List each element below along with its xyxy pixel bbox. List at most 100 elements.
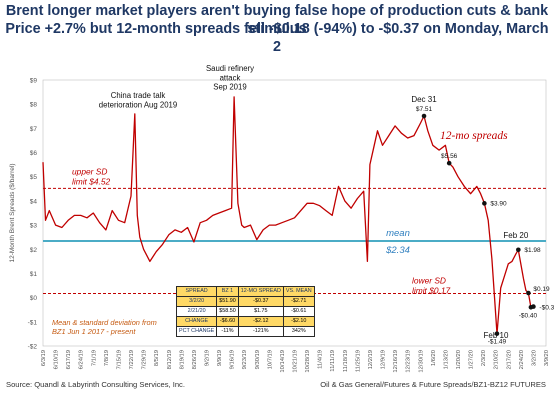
annotation-china-trade: China trade talk deterioration Aug 2019 <box>99 91 177 109</box>
y-tick-label: $5 <box>30 174 38 181</box>
x-tick-label: 9/23/19 <box>242 350 248 369</box>
table-cell: $1.75 <box>237 306 284 317</box>
x-tick-label: 8/26/19 <box>192 350 198 369</box>
y-tick-label: $4 <box>30 198 38 205</box>
table-cell: 2/21/20 <box>175 306 218 317</box>
x-tick-label: 2/17/20 <box>506 350 512 369</box>
y-tick-label: $3 <box>30 223 38 230</box>
series-name-label: 12-mo spreads <box>440 130 508 142</box>
table-cell: -$2.71 <box>282 296 315 307</box>
y-tick-label: $6 <box>30 150 38 157</box>
y-tick-label: $9 <box>30 78 38 85</box>
y-tick-label: $0 <box>30 295 38 302</box>
table-header-corner: SPREAD <box>175 286 218 297</box>
data-point-marker <box>421 113 427 119</box>
table-header-12mo: 12-MO SPREAD <box>237 286 284 297</box>
x-tick-label: 11/11/19 <box>330 350 336 372</box>
x-tick-label: 2/3/20 <box>481 350 487 366</box>
data-point-marker <box>482 201 487 206</box>
x-tick-label: 8/12/19 <box>167 350 173 369</box>
table-header-bz1: BZ 1 <box>216 286 239 297</box>
table-header-vs-mean: VS. MEAN <box>282 286 315 297</box>
data-point-marker <box>516 247 521 253</box>
x-tick-label: 2/10/20 <box>494 350 500 369</box>
table-cell: $58.50 <box>216 306 239 317</box>
y-tick-label: $1 <box>30 271 38 278</box>
x-tick-label: 9/16/19 <box>230 350 236 369</box>
x-tick-label: 6/17/19 <box>66 350 72 369</box>
x-tick-label: 7/29/19 <box>142 350 148 369</box>
mean-label: mean <box>386 228 410 239</box>
y-tick-label: -$2 <box>28 344 38 351</box>
x-tick-label: 11/4/19 <box>318 350 324 369</box>
y-tick-label: $7 <box>30 126 38 133</box>
table-cell: -$0.37 <box>237 296 284 307</box>
table-cell: -$0.61 <box>282 306 315 317</box>
y-axis-title: 12-Month Brent Spreads ($/barrel) <box>9 164 16 263</box>
data-label: -$1.49 <box>488 339 507 346</box>
x-tick-label: 1/6/20 <box>431 350 437 366</box>
data-label: -$0.37 <box>539 305 554 312</box>
x-tick-label: 11/25/19 <box>355 350 361 372</box>
x-tick-label: 9/30/19 <box>255 350 261 369</box>
table-row: PCT CHANGE -11% -121% 342% <box>175 326 315 337</box>
mean-sd-note: Mean & standard deviation from BZ1 Jun 1 … <box>52 318 157 336</box>
x-tick-label: 1/20/20 <box>456 350 462 369</box>
y-tick-label: $2 <box>30 247 38 254</box>
table-cell: -$6.60 <box>216 316 239 327</box>
data-point-marker <box>526 290 531 296</box>
lower-sd-label: lower SD limit $0.17 <box>412 276 451 296</box>
data-label: $1.98 <box>524 247 541 254</box>
data-label: $5.56 <box>441 153 458 160</box>
data-point-marker <box>446 160 452 166</box>
table-cell: $51.90 <box>216 296 239 307</box>
x-tick-label: 10/21/19 <box>293 350 299 373</box>
table-cell: -121% <box>237 326 284 337</box>
x-tick-label: 12/30/19 <box>418 350 424 373</box>
table-cell: -11% <box>216 326 239 337</box>
x-tick-label: 12/2/19 <box>368 350 374 369</box>
y-tick-label: $8 <box>30 102 38 109</box>
chart-title-line1: Brent longer market players aren't buyin… <box>5 3 549 37</box>
table-cell: 342% <box>282 326 315 337</box>
x-tick-label: 6/3/19 <box>41 350 47 366</box>
x-tick-label: 1/27/20 <box>469 350 475 369</box>
data-label: $0.19 <box>533 286 550 293</box>
x-tick-label: 7/22/19 <box>129 350 135 369</box>
table-cell: CHANGE <box>175 316 218 327</box>
y-tick-label: -$1 <box>28 319 38 326</box>
table-row: CHANGE -$6.60 -$2.12 -$2.10 <box>175 316 315 327</box>
mean-value-label: $2.34 <box>385 245 410 256</box>
x-tick-label: 2/24/20 <box>519 350 525 369</box>
annotation-feb10: Feb 10 <box>484 331 509 340</box>
annotation-feb20: Feb 20 <box>503 231 528 240</box>
file-path-footer: Oil & Gas General/Futures & Future Sprea… <box>320 380 546 389</box>
x-tick-label: 1/13/20 <box>443 350 449 369</box>
series-line-12mo-spreads <box>42 96 534 335</box>
plot-frame <box>42 79 547 347</box>
x-tick-label: 7/1/19 <box>91 350 97 366</box>
data-label: $3.90 <box>490 200 507 207</box>
table-cell: PCT CHANGE <box>175 326 218 337</box>
x-tick-label: 12/9/19 <box>381 350 387 369</box>
table-row: 2/21/20 $58.50 $1.75 -$0.61 <box>175 306 315 317</box>
x-tick-label: 10/7/19 <box>267 350 273 369</box>
table-cell: -$2.12 <box>237 316 284 327</box>
x-tick-label: 9/2/19 <box>204 350 210 366</box>
table-row: 3/2/20 $51.90 -$0.37 -$2.71 <box>175 296 315 307</box>
x-tick-label: 10/14/19 <box>280 350 286 373</box>
x-tick-label: 8/5/19 <box>154 350 160 366</box>
table-cell: -$2.10 <box>282 316 315 327</box>
x-tick-label: 7/15/19 <box>116 350 122 369</box>
annotation-saudi-attack: Saudi refinery attack Sep 2019 <box>206 64 254 92</box>
x-tick-label: 11/18/19 <box>343 350 349 372</box>
x-tick-label: 6/24/19 <box>79 350 85 369</box>
annotation-dec31: Dec 31 <box>411 95 437 104</box>
data-point-marker <box>528 305 534 310</box>
x-tick-label: 3/9/20 <box>544 350 550 366</box>
x-tick-label: 6/10/19 <box>54 350 60 369</box>
x-tick-label: 9/9/19 <box>217 350 223 366</box>
table-cell: 3/2/20 <box>175 296 218 307</box>
x-tick-label: 3/2/20 <box>531 350 537 366</box>
